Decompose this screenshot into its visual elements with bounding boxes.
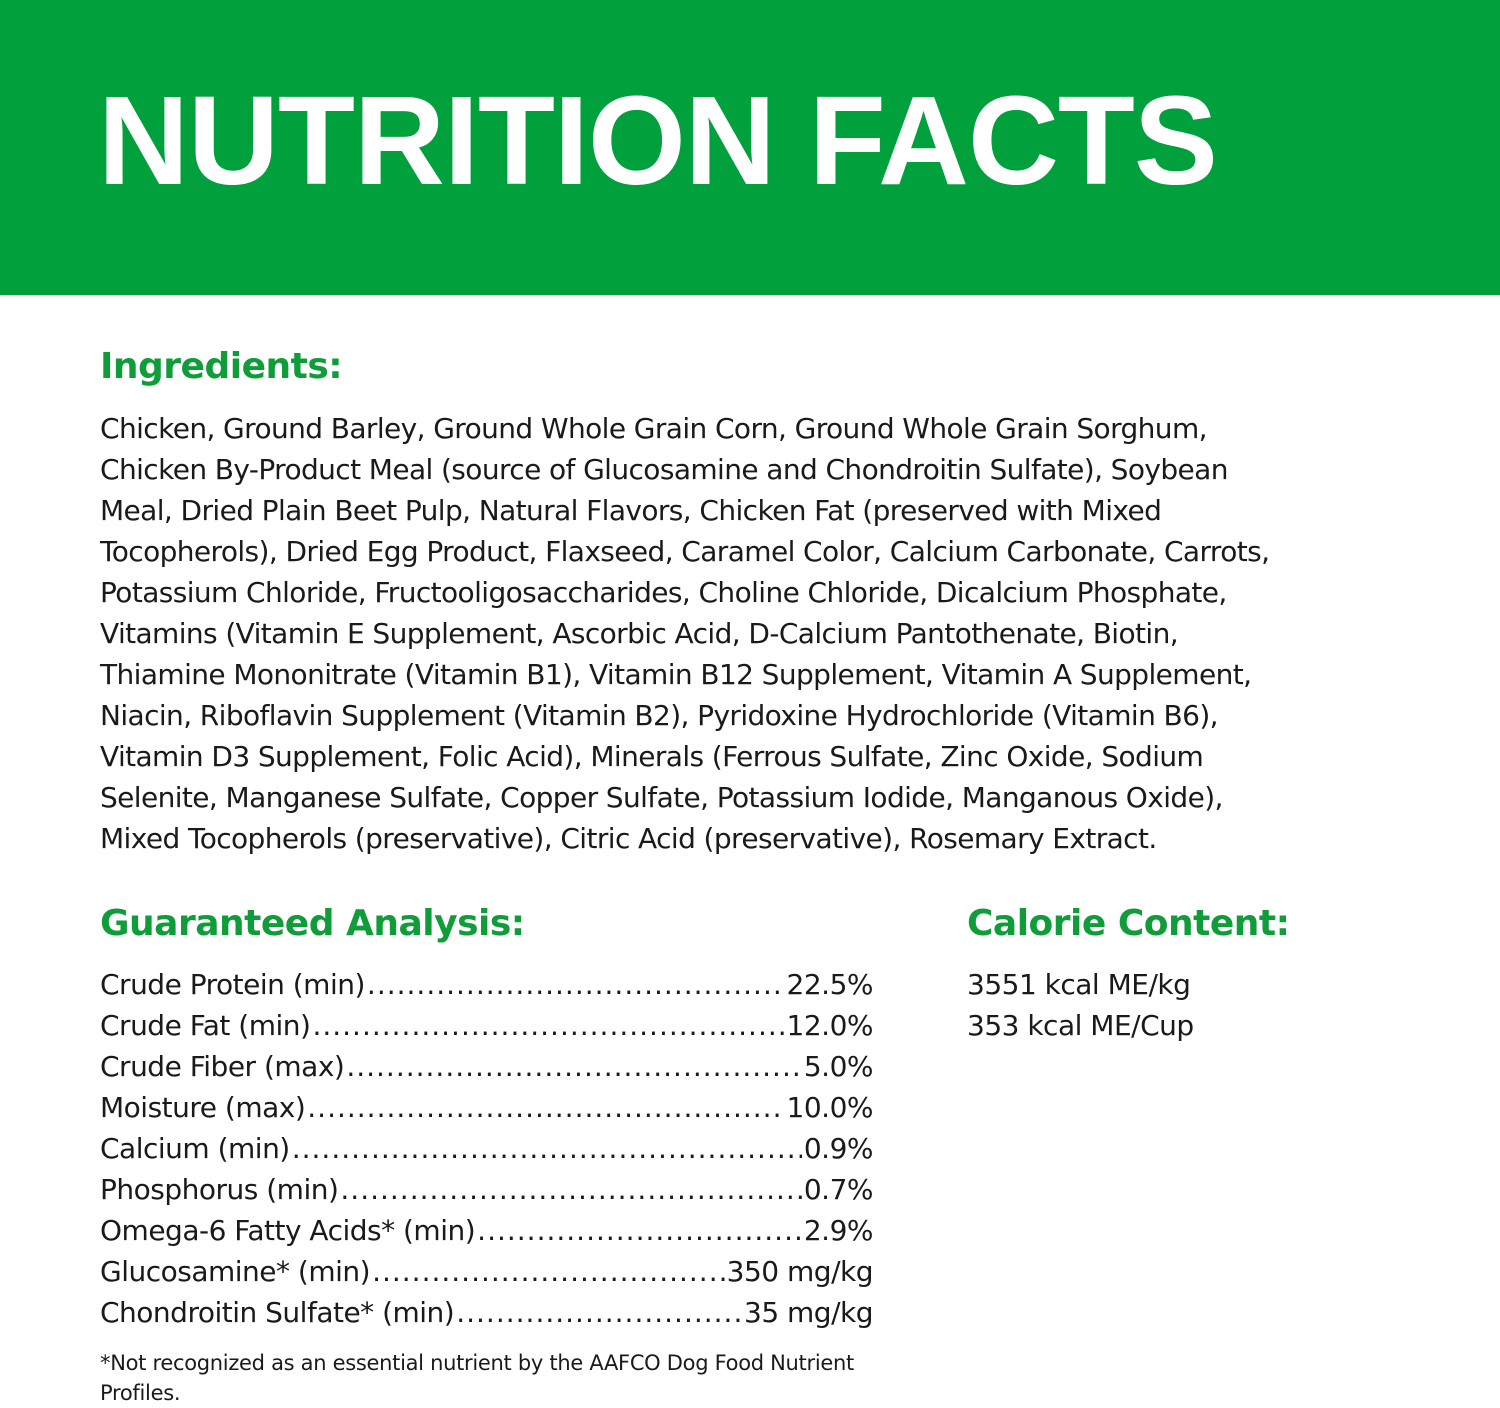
analysis-value: 12.0% — [786, 1009, 874, 1042]
analysis-label: Calcium (min) — [100, 1132, 290, 1165]
calorie-heading: Calorie Content: — [967, 903, 1290, 944]
analysis-value: 5.0% — [803, 1050, 874, 1083]
analysis-row: Calcium (min) 0.9% — [100, 1128, 874, 1169]
analysis-value: 22.5% — [786, 968, 874, 1001]
calorie-list: 3551 kcal ME/kg 353 kcal ME/Cup — [967, 964, 1194, 1046]
analysis-value: 2.9% — [803, 1214, 874, 1247]
ingredients-line: Potassium Chloride, Fructooligosaccharid… — [100, 576, 1227, 609]
ingredients-list: Chicken, Ground Barley, Ground Whole Gra… — [100, 408, 1270, 859]
analysis-value: 350 mg/kg — [726, 1255, 874, 1288]
dot-leader — [340, 1169, 801, 1210]
ingredients-line: Vitamins (Vitamin E Supplement, Ascorbic… — [100, 617, 1179, 650]
analysis-row: Moisture (max) 10.0% — [100, 1087, 874, 1128]
analysis-row: Omega-6 Fatty Acids* (min) 2.9% — [100, 1210, 874, 1251]
analysis-row: Crude Protein (min) 22.5% — [100, 964, 874, 1005]
ingredients-line: Meal, Dried Plain Beet Pulp, Natural Fla… — [100, 494, 1162, 527]
analysis-label: Crude Fat (min) — [100, 1009, 311, 1042]
analysis-label: Phosphorus (min) — [100, 1173, 339, 1206]
dot-leader — [372, 1251, 725, 1292]
analysis-value: 0.7% — [803, 1173, 874, 1206]
analysis-label: Chondroitin Sulfate* (min) — [100, 1296, 455, 1329]
analysis-value: 0.9% — [803, 1132, 874, 1165]
calorie-line: 353 kcal ME/Cup — [967, 1009, 1194, 1042]
analysis-row: Crude Fiber (max) 5.0% — [100, 1046, 874, 1087]
footnote: *Not recognized as an essential nutrient… — [100, 1351, 854, 1405]
header-banner: NUTRITION FACTS — [0, 0, 1500, 295]
analysis-label: Omega-6 Fatty Acids* (min) — [100, 1214, 476, 1247]
analysis-table: Crude Protein (min) 22.5% Crude Fat (min) 1… — [100, 964, 874, 1333]
analysis-value: 10.0% — [786, 1091, 874, 1124]
ingredients-line: Selenite, Manganese Sulfate, Copper Sulf… — [100, 781, 1223, 814]
ingredients-line: Chicken, Ground Barley, Ground Whole Gra… — [100, 412, 1208, 445]
analysis-row: Chondroitin Sulfate* (min) 35 mg/kg — [100, 1292, 874, 1333]
page-title: NUTRITION FACTS — [98, 70, 1218, 211]
analysis-label: Crude Protein (min) — [100, 968, 365, 1001]
analysis-heading: Guaranteed Analysis: — [100, 903, 525, 944]
analysis-row: Phosphorus (min) 0.7% — [100, 1169, 874, 1210]
dot-leader — [367, 964, 785, 1005]
dot-leader — [346, 1046, 802, 1087]
dot-leader — [456, 1292, 742, 1333]
dot-leader — [292, 1128, 802, 1169]
analysis-value: 35 mg/kg — [744, 1296, 874, 1329]
analysis-label: Moisture (max) — [100, 1091, 306, 1124]
analysis-label: Glucosamine* (min) — [100, 1255, 371, 1288]
dot-leader — [477, 1210, 802, 1251]
dot-leader — [312, 1005, 784, 1046]
ingredients-line: Tocopherols), Dried Egg Product, Flaxsee… — [100, 535, 1270, 568]
ingredients-line: Mixed Tocopherols (preservative), Citric… — [100, 822, 1157, 855]
ingredients-line: Chicken By-Product Meal (source of Gluco… — [100, 453, 1228, 486]
calorie-line: 3551 kcal ME/kg — [967, 968, 1191, 1001]
analysis-label: Crude Fiber (max) — [100, 1050, 345, 1083]
analysis-row: Glucosamine* (min) 350 mg/kg — [100, 1251, 874, 1292]
ingredients-line: Niacin, Riboflavin Supplement (Vitamin B… — [100, 699, 1219, 732]
analysis-row: Crude Fat (min) 12.0% — [100, 1005, 874, 1046]
ingredients-line: Vitamin D3 Supplement, Folic Acid), Mine… — [100, 740, 1204, 773]
ingredients-heading: Ingredients: — [100, 346, 343, 387]
dot-leader — [307, 1087, 784, 1128]
ingredients-line: Thiamine Mononitrate (Vitamin B1), Vitam… — [100, 658, 1252, 691]
